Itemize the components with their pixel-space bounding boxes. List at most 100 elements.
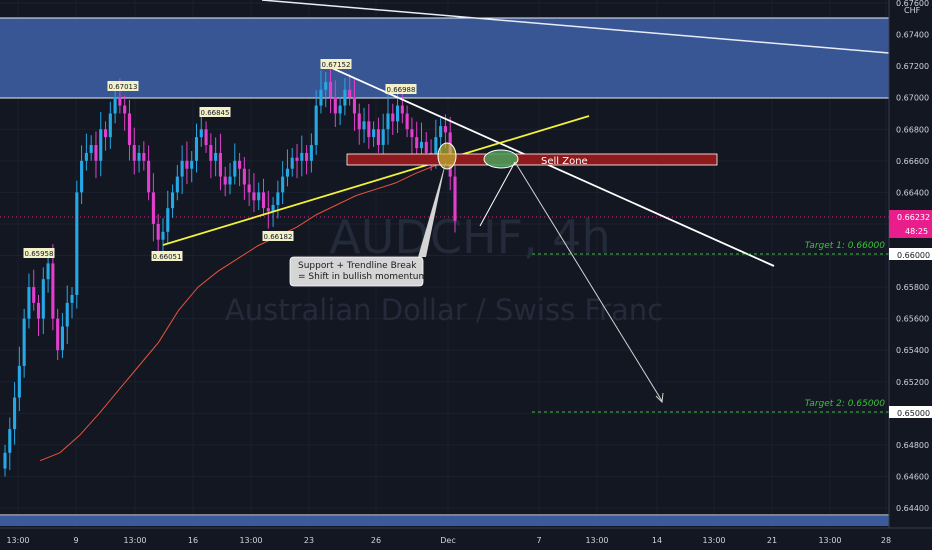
- swing-label-text: 0.67152: [322, 61, 351, 69]
- resistance-zone: [0, 18, 889, 98]
- swing-label-box: [385, 84, 417, 94]
- price-tick-label: 0.64800: [896, 441, 929, 450]
- annotation-callout-pointer: [418, 161, 446, 257]
- candle-body: [314, 105, 318, 146]
- price-tick-label: 0.67000: [896, 94, 929, 103]
- candle-body: [223, 176, 227, 185]
- countdown-text: 48:25: [905, 227, 928, 236]
- candle-body: [13, 397, 17, 430]
- candle-body: [199, 129, 203, 138]
- candle-body: [170, 192, 175, 209]
- candle-body: [123, 105, 127, 114]
- candle-body: [305, 152, 309, 161]
- candle-body: [290, 157, 294, 169]
- time-tick-label: 13:00: [123, 536, 146, 545]
- candle-body: [137, 152, 141, 161]
- breakout-marker: [437, 142, 457, 170]
- price-tick-label: 0.67200: [896, 62, 929, 71]
- current-price-tag: [889, 210, 932, 238]
- candles: [3, 68, 457, 477]
- candle-body: [372, 129, 376, 138]
- time-axis-ticks: 13:00 9 13:00 16 13:00 23 26 Dec 7 13:00 14 13:00 21…: [6, 536, 891, 545]
- candle-body: [65, 302, 69, 327]
- swing-label-text: 0.66182: [264, 233, 293, 241]
- candle-body: [108, 113, 112, 138]
- candle-body: [405, 113, 409, 130]
- candle-body: [17, 365, 21, 398]
- price-axis-background: [889, 0, 932, 550]
- candle-body: [257, 192, 261, 201]
- time-tick-label: Dec: [440, 536, 455, 545]
- time-tick-label: 13:00: [6, 536, 29, 545]
- swing-price-labels: 0.65958 0.67013 0.66845 0.67152 0.66988 0.660…: [23, 59, 417, 261]
- target-1-price-tag: [889, 248, 932, 260]
- projection-arrow-down: [514, 161, 663, 402]
- candle-body: [41, 279, 45, 319]
- candle-body: [309, 145, 313, 161]
- candle-body: [419, 141, 424, 149]
- target-2-price-tag-text: 0.65000: [897, 409, 930, 418]
- projection-arrowhead: [655, 392, 664, 404]
- candle-body: [180, 160, 184, 177]
- price-axis[interactable]: 0.64400 0.64600 0.64800 0.65000 0.65200 0.654…: [888, 0, 932, 550]
- candle-body: [84, 152, 88, 161]
- price-tick-label: 0.66600: [896, 157, 929, 166]
- watermark-symbol: AUDCHF, 4h: [329, 210, 610, 264]
- candle-body: [439, 126, 443, 138]
- candle-body: [22, 318, 26, 366]
- time-tick-label: 13:00: [702, 536, 725, 545]
- price-tick-label: 0.65600: [896, 315, 929, 324]
- price-tick-label: 0.64400: [896, 504, 929, 513]
- retest-marker: [483, 149, 519, 169]
- swing-label-box: [23, 248, 55, 258]
- candle-body: [190, 160, 194, 169]
- candle-body: [175, 176, 179, 193]
- ascending-trendline[interactable]: [162, 115, 590, 246]
- candle-body: [247, 184, 251, 193]
- price-tick-label: 0.65200: [896, 378, 929, 387]
- swing-label-box: [107, 81, 139, 91]
- target-2-label: Target 2: 0.65000: [805, 399, 886, 409]
- currency-label: CHF: [904, 6, 921, 15]
- watermark-instrument-name: Australian Dollar / Swiss Franc: [225, 293, 663, 327]
- candle-body: [357, 113, 361, 130]
- time-tick-label: 13:00: [239, 536, 262, 545]
- candle-body: [333, 97, 337, 114]
- target-1-label: Target 1: 0.66000: [805, 241, 886, 251]
- moving-average-line: [39, 158, 456, 462]
- candle-body: [271, 205, 275, 212]
- price-tick-label: 0.66400: [896, 188, 929, 197]
- price-tick-label: 0.65800: [896, 283, 929, 292]
- candle-body: [281, 176, 285, 193]
- candle-body: [367, 121, 371, 138]
- candle-body: [75, 192, 79, 295]
- candle-body: [185, 160, 189, 169]
- swing-label-text: 0.66988: [387, 86, 416, 94]
- time-tick-label: 13:00: [818, 536, 841, 545]
- time-axis[interactable]: 13:00 9 13:00 16 13:00 23 26 Dec 7 13:00 14 13:00 21…: [0, 527, 932, 550]
- candle-body: [99, 129, 103, 161]
- sell-zone[interactable]: [346, 153, 718, 166]
- time-tick-label: 9: [73, 536, 78, 545]
- time-tick-label: 21: [767, 536, 777, 545]
- time-tick-label: 23: [304, 536, 314, 545]
- candle-body: [338, 105, 342, 114]
- bottom-zone: [0, 516, 889, 526]
- candle-body: [261, 192, 266, 209]
- candle-body: [36, 302, 41, 319]
- candle-body: [147, 160, 151, 193]
- candle-body: [51, 263, 55, 319]
- candle-body: [434, 137, 438, 161]
- candle-body: [151, 192, 155, 224]
- candle-body: [161, 231, 165, 240]
- candle-body: [156, 223, 160, 240]
- price-tick-label: 0.66800: [896, 125, 929, 134]
- candle-body: [443, 126, 447, 133]
- candle-body: [285, 168, 290, 177]
- long-descending-line[interactable]: [261, 0, 890, 54]
- swing-label-text: 0.66051: [153, 253, 182, 261]
- candle-body: [194, 137, 199, 161]
- time-axis-background: [0, 528, 932, 550]
- candle-body: [295, 157, 299, 161]
